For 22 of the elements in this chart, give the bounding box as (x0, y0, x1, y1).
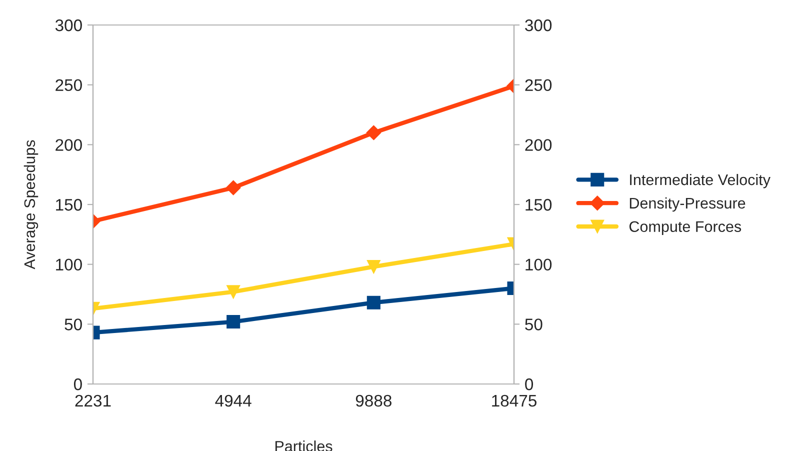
y2-tick-label: 150 (526, 198, 552, 211)
y-tick-label: 250 (56, 79, 82, 92)
legend-label: Compute Forces (629, 221, 742, 236)
y2-tick-label: 200 (525, 139, 552, 151)
y-tick-label: 200 (56, 139, 82, 151)
x-tick-label: 4944 (215, 394, 252, 407)
legend-label: Density-Pressure (630, 197, 746, 212)
y-tick-label: 300 (55, 19, 82, 32)
y-tick-label: 150 (56, 198, 82, 211)
legend-label: Intermediate Velocity (630, 174, 770, 188)
y2-tick-label: 0 (525, 378, 534, 390)
x-tick-label: 9888 (356, 394, 392, 407)
y-axis-title: Average Speedups (24, 140, 38, 270)
y2-tick-label: 100 (526, 258, 552, 271)
x-tick-label: 2231 (75, 394, 111, 407)
y-tick-label: 50 (64, 318, 82, 330)
y2-tick-label: 250 (525, 79, 552, 92)
y2-tick-label: 300 (525, 19, 552, 32)
y-tick-label: 100 (56, 258, 82, 271)
x-tick-label: 18475 (492, 394, 536, 407)
y-tick-label: 0 (74, 378, 82, 390)
y2-tick-label: 50 (525, 318, 542, 330)
